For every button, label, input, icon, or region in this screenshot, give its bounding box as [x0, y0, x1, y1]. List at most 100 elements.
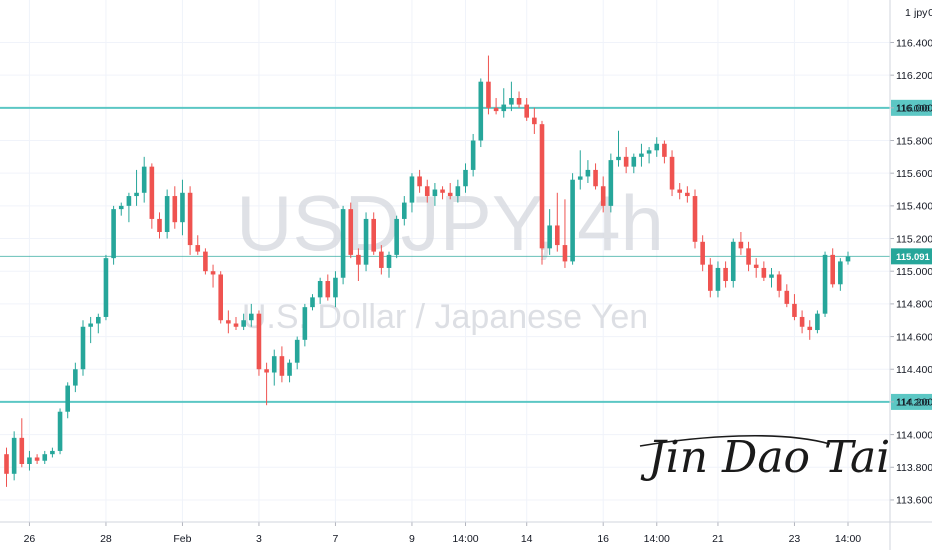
candle-bearish[interactable]	[593, 163, 598, 190]
candles[interactable]	[4, 55, 851, 487]
candle-bearish[interactable]	[555, 192, 560, 252]
candle-bullish[interactable]	[333, 271, 338, 308]
candle-bearish[interactable]	[677, 182, 682, 200]
candle-bullish[interactable]	[42, 450, 48, 464]
candle-bullish[interactable]	[654, 137, 660, 157]
candle-bearish[interactable]	[723, 261, 728, 288]
candle-bullish[interactable]	[317, 277, 323, 304]
candle-bullish[interactable]	[80, 320, 86, 376]
time-axis[interactable]: 26 28 Feb 3 7 9 14:00 14 16 14:00 21 23 14:00	[0, 521, 932, 545]
candle-bullish[interactable]	[11, 431, 17, 481]
candle-bearish[interactable]	[830, 248, 835, 288]
candle-bullish[interactable]	[118, 202, 124, 216]
candle-bearish[interactable]	[539, 120, 545, 265]
candle-bullish[interactable]	[608, 153, 614, 213]
candle-bullish[interactable]	[96, 313, 101, 334]
candle-bullish[interactable]	[845, 251, 851, 265]
candle-bullish[interactable]	[386, 251, 392, 278]
candle-bearish[interactable]	[600, 176, 606, 213]
candle-bullish[interactable]	[363, 212, 369, 272]
candle-bearish[interactable]	[524, 98, 529, 121]
candle-bearish[interactable]	[784, 284, 790, 308]
candle-bullish[interactable]	[394, 215, 399, 259]
candle-bullish[interactable]	[631, 153, 637, 174]
candle-bullish[interactable]	[126, 192, 132, 223]
candle-bearish[interactable]	[264, 362, 269, 406]
candle-bullish[interactable]	[470, 133, 476, 177]
candle-bearish[interactable]	[233, 316, 239, 331]
candle-bearish[interactable]	[218, 271, 223, 324]
candle-bullish[interactable]	[164, 189, 170, 239]
candle-bearish[interactable]	[325, 274, 331, 301]
candle-bearish[interactable]	[195, 235, 201, 255]
candle-bullish[interactable]	[646, 147, 652, 164]
candle-bullish[interactable]	[134, 169, 139, 206]
candle-bullish[interactable]	[501, 88, 507, 118]
candle-bullish[interactable]	[455, 179, 461, 203]
candle-bearish[interactable]	[348, 202, 354, 259]
candle-bearish[interactable]	[356, 248, 361, 282]
candle-bearish[interactable]	[700, 235, 705, 272]
candle-bearish[interactable]	[157, 212, 162, 239]
candle-bearish[interactable]	[417, 169, 422, 193]
candle-bearish[interactable]	[738, 232, 744, 255]
candle-bullish[interactable]	[57, 408, 63, 455]
candle-bullish[interactable]	[402, 196, 407, 226]
candle-bearish[interactable]	[371, 212, 376, 255]
candle-bearish[interactable]	[753, 258, 759, 278]
candle-bearish[interactable]	[279, 346, 285, 383]
candle-bullish[interactable]	[310, 294, 315, 311]
candle-bearish[interactable]	[807, 320, 813, 340]
horizontal-levels[interactable]: 116.000 114.200 115.091	[0, 99, 932, 410]
candle-bullish[interactable]	[103, 254, 109, 321]
candle-bullish[interactable]	[838, 258, 843, 291]
candle-bullish[interactable]	[547, 209, 552, 255]
candle-bearish[interactable]	[562, 199, 568, 268]
candle-bearish[interactable]	[669, 150, 675, 197]
candle-bullish[interactable]	[730, 238, 736, 288]
candle-bullish[interactable]	[769, 267, 774, 288]
candle-bullish[interactable]	[271, 349, 277, 386]
candle-bullish[interactable]	[822, 251, 828, 317]
candle-bearish[interactable]	[792, 294, 797, 321]
candle-bearish[interactable]	[692, 189, 698, 249]
candle-bearish[interactable]	[799, 310, 805, 334]
candle-bearish[interactable]	[34, 454, 40, 464]
candle-bullish[interactable]	[585, 160, 591, 183]
candle-bearish[interactable]	[203, 248, 208, 275]
candle-bearish[interactable]	[493, 98, 499, 115]
candle-bullish[interactable]	[616, 130, 621, 167]
candle-bullish[interactable]	[570, 173, 575, 265]
candle-bearish[interactable]	[440, 186, 445, 200]
candle-bearish[interactable]	[149, 163, 155, 229]
candle-bearish[interactable]	[210, 264, 216, 288]
candle-bearish[interactable]	[685, 186, 690, 203]
candle-bullish[interactable]	[50, 447, 55, 458]
candle-bullish[interactable]	[815, 310, 820, 334]
candle-bullish[interactable]	[463, 163, 468, 193]
candle-bearish[interactable]	[226, 310, 231, 334]
candle-bullish[interactable]	[180, 179, 185, 236]
candle-bullish[interactable]	[639, 143, 644, 167]
candle-bullish[interactable]	[478, 78, 484, 148]
price-axis[interactable]: 113.600 113.800 114.000 114.200 114.400 114.6…	[889, 0, 932, 550]
candle-bullish[interactable]	[287, 359, 292, 383]
candle-bearish[interactable]	[708, 258, 713, 298]
candle-bullish[interactable]	[340, 205, 346, 285]
candle-bearish[interactable]	[379, 245, 384, 275]
candle-bearish[interactable]	[187, 186, 193, 255]
candle-bullish[interactable]	[294, 336, 300, 370]
candle-bullish[interactable]	[141, 156, 147, 203]
candle-bearish[interactable]	[486, 55, 491, 115]
candle-bearish[interactable]	[172, 186, 178, 229]
candle-bullish[interactable]	[241, 313, 246, 331]
candle-bearish[interactable]	[256, 310, 262, 376]
candle-bearish[interactable]	[19, 418, 25, 468]
candle-bearish[interactable]	[447, 182, 453, 200]
candle-bearish[interactable]	[623, 147, 629, 174]
candle-bullish[interactable]	[715, 261, 721, 298]
candle-bearish[interactable]	[516, 91, 522, 108]
candle-bearish[interactable]	[532, 107, 537, 134]
